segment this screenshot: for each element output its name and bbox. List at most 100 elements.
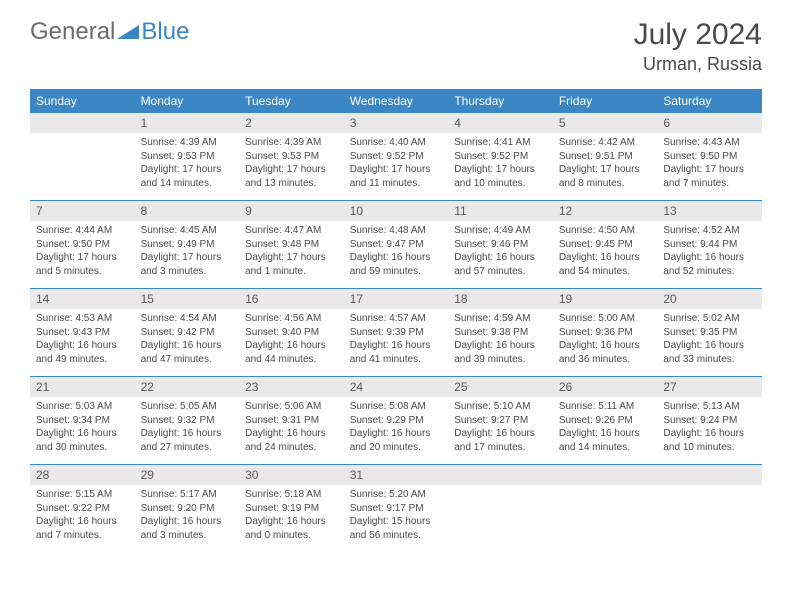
sunset-text: Sunset: 9:36 PM — [559, 326, 652, 340]
sunset-text: Sunset: 9:39 PM — [350, 326, 443, 340]
day-number: 5 — [553, 113, 658, 133]
weekday-header: Sunday — [30, 89, 135, 113]
day-number: 11 — [448, 201, 553, 222]
daylight-text: Daylight: 16 hours — [350, 427, 443, 441]
logo-triangle-icon — [117, 21, 139, 44]
daylight-text: Daylight: 16 hours — [454, 251, 547, 265]
daylight-text: and 7 minutes. — [36, 529, 129, 543]
day-cell: Sunrise: 5:08 AMSunset: 9:29 PMDaylight:… — [344, 397, 449, 465]
sunrise-text: Sunrise: 5:03 AM — [36, 400, 129, 414]
sunset-text: Sunset: 9:24 PM — [663, 414, 756, 428]
weekday-header: Thursday — [448, 89, 553, 113]
sunrise-text: Sunrise: 4:40 AM — [350, 136, 443, 150]
day-cell: Sunrise: 5:17 AMSunset: 9:20 PMDaylight:… — [135, 485, 240, 552]
sunset-text: Sunset: 9:19 PM — [245, 502, 338, 516]
day-number: 29 — [135, 465, 240, 486]
sunset-text: Sunset: 9:44 PM — [663, 238, 756, 252]
day-number — [448, 465, 553, 486]
daylight-text: and 0 minutes. — [245, 529, 338, 543]
sunrise-text: Sunrise: 5:11 AM — [559, 400, 652, 414]
sunrise-text: Sunrise: 5:17 AM — [141, 488, 234, 502]
sunset-text: Sunset: 9:31 PM — [245, 414, 338, 428]
sunset-text: Sunset: 9:43 PM — [36, 326, 129, 340]
sunrise-text: Sunrise: 4:45 AM — [141, 224, 234, 238]
calendar-table: Sunday Monday Tuesday Wednesday Thursday… — [30, 89, 762, 552]
day-content-row: Sunrise: 4:39 AMSunset: 9:53 PMDaylight:… — [30, 133, 762, 201]
weekday-header: Wednesday — [344, 89, 449, 113]
sunset-text: Sunset: 9:26 PM — [559, 414, 652, 428]
day-cell: Sunrise: 4:59 AMSunset: 9:38 PMDaylight:… — [448, 309, 553, 377]
day-cell: Sunrise: 4:41 AMSunset: 9:52 PMDaylight:… — [448, 133, 553, 201]
daylight-text: and 11 minutes. — [350, 177, 443, 191]
sunset-text: Sunset: 9:27 PM — [454, 414, 547, 428]
daylight-text: Daylight: 16 hours — [36, 427, 129, 441]
month-year: July 2024 — [634, 18, 762, 52]
day-number-row: 123456 — [30, 113, 762, 133]
day-number: 7 — [30, 201, 135, 222]
day-content-row: Sunrise: 5:15 AMSunset: 9:22 PMDaylight:… — [30, 485, 762, 552]
daylight-text: and 1 minute. — [245, 265, 338, 279]
day-number: 26 — [553, 377, 658, 398]
sunrise-text: Sunrise: 4:43 AM — [663, 136, 756, 150]
daylight-text: and 30 minutes. — [36, 441, 129, 455]
day-cell: Sunrise: 4:40 AMSunset: 9:52 PMDaylight:… — [344, 133, 449, 201]
day-number-row: 21222324252627 — [30, 377, 762, 398]
sunset-text: Sunset: 9:38 PM — [454, 326, 547, 340]
sunset-text: Sunset: 9:52 PM — [350, 150, 443, 164]
daylight-text: and 36 minutes. — [559, 353, 652, 367]
day-cell — [553, 485, 658, 552]
sunrise-text: Sunrise: 4:56 AM — [245, 312, 338, 326]
day-number — [30, 113, 135, 133]
sunset-text: Sunset: 9:46 PM — [454, 238, 547, 252]
sunset-text: Sunset: 9:47 PM — [350, 238, 443, 252]
sunset-text: Sunset: 9:50 PM — [36, 238, 129, 252]
sunset-text: Sunset: 9:53 PM — [245, 150, 338, 164]
sunrise-text: Sunrise: 4:39 AM — [141, 136, 234, 150]
daylight-text: Daylight: 16 hours — [454, 339, 547, 353]
day-number: 14 — [30, 289, 135, 310]
daylight-text: and 20 minutes. — [350, 441, 443, 455]
sunset-text: Sunset: 9:53 PM — [141, 150, 234, 164]
day-number: 19 — [553, 289, 658, 310]
sunset-text: Sunset: 9:42 PM — [141, 326, 234, 340]
sunrise-text: Sunrise: 5:08 AM — [350, 400, 443, 414]
day-cell: Sunrise: 5:03 AMSunset: 9:34 PMDaylight:… — [30, 397, 135, 465]
day-cell: Sunrise: 5:05 AMSunset: 9:32 PMDaylight:… — [135, 397, 240, 465]
daylight-text: and 14 minutes. — [141, 177, 234, 191]
daylight-text: and 5 minutes. — [36, 265, 129, 279]
daylight-text: and 57 minutes. — [454, 265, 547, 279]
day-number: 2 — [239, 113, 344, 133]
sunrise-text: Sunrise: 5:18 AM — [245, 488, 338, 502]
sunrise-text: Sunrise: 5:10 AM — [454, 400, 547, 414]
sunset-text: Sunset: 9:50 PM — [663, 150, 756, 164]
day-cell: Sunrise: 4:44 AMSunset: 9:50 PMDaylight:… — [30, 221, 135, 289]
daylight-text: and 10 minutes. — [663, 441, 756, 455]
daylight-text: and 39 minutes. — [454, 353, 547, 367]
sunrise-text: Sunrise: 4:42 AM — [559, 136, 652, 150]
day-cell: Sunrise: 4:54 AMSunset: 9:42 PMDaylight:… — [135, 309, 240, 377]
daylight-text: and 10 minutes. — [454, 177, 547, 191]
day-content-row: Sunrise: 4:53 AMSunset: 9:43 PMDaylight:… — [30, 309, 762, 377]
sunset-text: Sunset: 9:34 PM — [36, 414, 129, 428]
logo-blue: Blue — [141, 18, 189, 46]
sunset-text: Sunset: 9:32 PM — [141, 414, 234, 428]
sunset-text: Sunset: 9:35 PM — [663, 326, 756, 340]
daylight-text: Daylight: 17 hours — [663, 163, 756, 177]
day-number: 10 — [344, 201, 449, 222]
daylight-text: Daylight: 16 hours — [141, 515, 234, 529]
sunset-text: Sunset: 9:20 PM — [141, 502, 234, 516]
day-cell: Sunrise: 4:43 AMSunset: 9:50 PMDaylight:… — [657, 133, 762, 201]
daylight-text: Daylight: 16 hours — [350, 251, 443, 265]
daylight-text: and 13 minutes. — [245, 177, 338, 191]
daylight-text: Daylight: 17 hours — [245, 163, 338, 177]
weekday-header: Tuesday — [239, 89, 344, 113]
daylight-text: Daylight: 17 hours — [350, 163, 443, 177]
sunset-text: Sunset: 9:48 PM — [245, 238, 338, 252]
day-number: 22 — [135, 377, 240, 398]
day-cell: Sunrise: 4:50 AMSunset: 9:45 PMDaylight:… — [553, 221, 658, 289]
day-number: 23 — [239, 377, 344, 398]
day-cell: Sunrise: 4:56 AMSunset: 9:40 PMDaylight:… — [239, 309, 344, 377]
day-number — [657, 465, 762, 486]
day-cell: Sunrise: 4:52 AMSunset: 9:44 PMDaylight:… — [657, 221, 762, 289]
sunrise-text: Sunrise: 5:20 AM — [350, 488, 443, 502]
